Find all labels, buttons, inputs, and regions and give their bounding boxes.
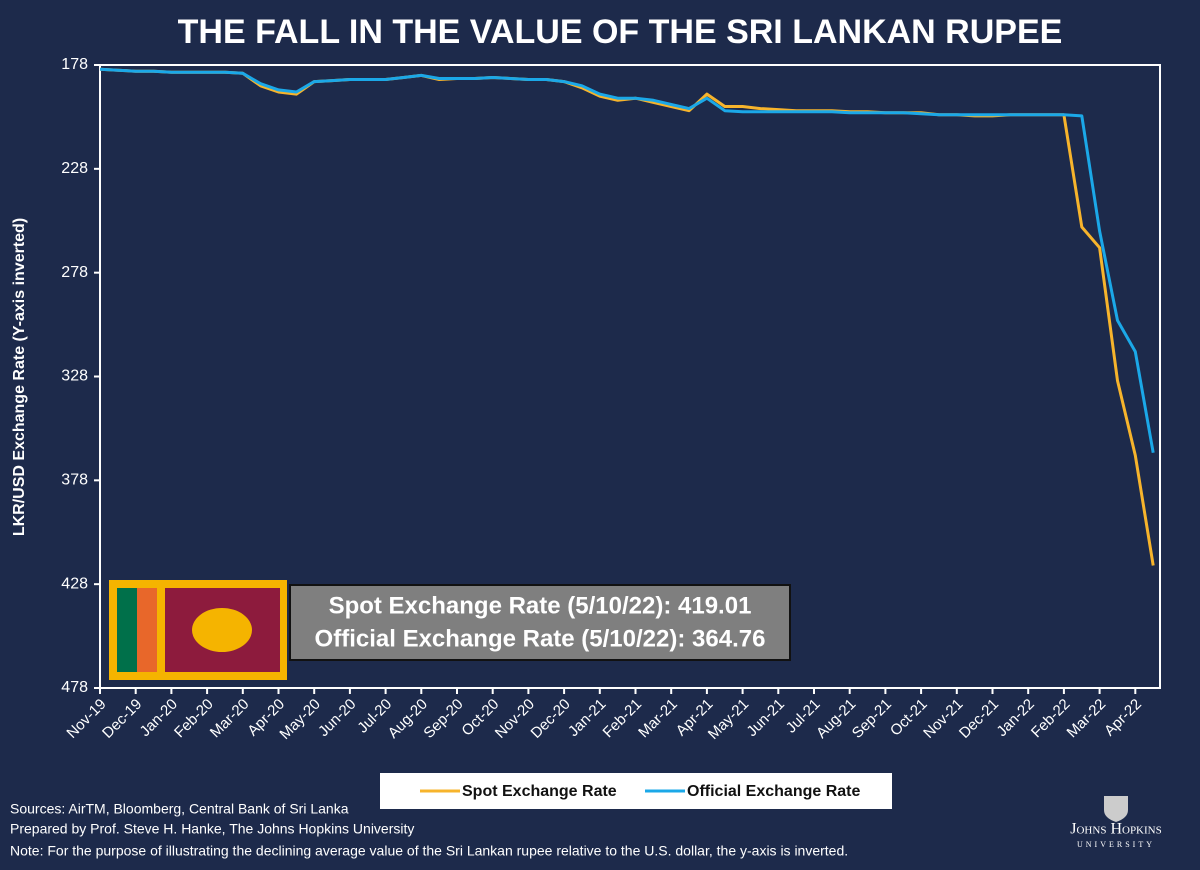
y-axis-label: LKR/USD Exchange Rate (Y-axis inverted) [11,218,28,536]
annotation-box [289,584,791,661]
y-tick-label: 178 [61,56,88,73]
chart-title: THE FALL IN THE VALUE OF THE SRI LANKAN … [178,13,1063,51]
annotation: Official Exchange Rate (5/10/22): 364.76 [315,625,766,652]
source-note: Note: For the purpose of illustrating th… [10,843,848,859]
flag [109,580,287,680]
legend-box [380,773,892,809]
y-tick-label: 428 [61,575,88,592]
logo-name: Johns Hopkins [1070,821,1161,838]
legend-label: Official Exchange Rate [687,783,860,800]
annotation: Spot Exchange Rate (5/10/22): 419.01 [329,592,752,619]
logo-sub: UNIVERSITY [1077,840,1155,849]
y-tick-label: 228 [61,160,88,177]
y-tick-label: 378 [61,472,88,489]
source-note: Prepared by Prof. Steve H. Hanke, The Jo… [10,821,414,837]
series-line [99,67,1155,454]
y-tick-label: 278 [61,264,88,281]
source-note: Sources: AirTM, Bloomberg, Central Bank … [10,801,349,817]
y-tick-label: 478 [61,679,88,696]
legend-label: Spot Exchange Rate [462,783,617,800]
logo-shield [1104,796,1128,822]
y-tick-label: 328 [61,368,88,385]
